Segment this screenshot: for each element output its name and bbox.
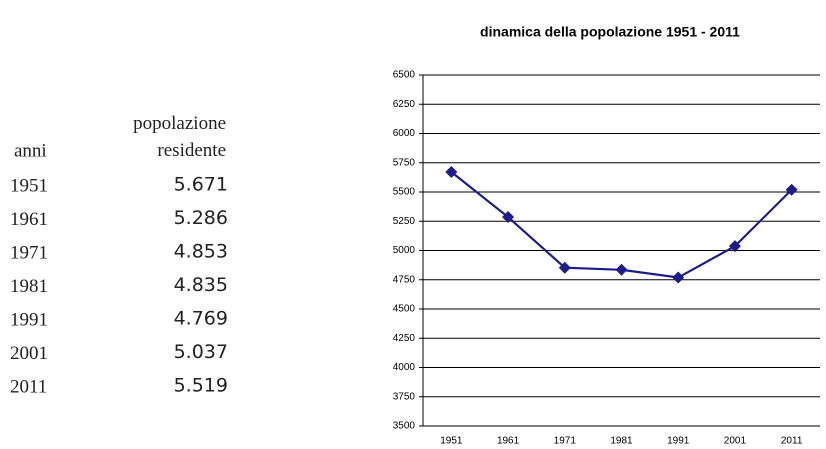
y-tick-label: 4000 [393, 362, 416, 373]
x-tick-label: 2001 [724, 436, 747, 447]
y-tick-label: 4250 [393, 333, 416, 344]
y-tick-label: 6500 [393, 70, 416, 81]
x-tick-label: 2011 [781, 436, 803, 447]
x-tick-label: 1971 [554, 436, 577, 447]
y-tick-label: 5250 [393, 216, 416, 227]
header-population: popolazione residente [133, 113, 226, 161]
year-cell: 1961 [10, 209, 48, 230]
year-cell: 2011 [10, 376, 47, 397]
chart-title: dinamica della popolazione 1951 - 2011 [480, 24, 740, 40]
y-tick-label: 3500 [393, 421, 416, 432]
year-cell: 1981 [10, 276, 48, 297]
marker [445, 165, 458, 178]
year-cell: 1991 [10, 309, 48, 330]
y-tick-label: 5750 [393, 157, 416, 168]
year-cell: 1971 [10, 242, 48, 263]
y-tick-label: 6000 [393, 128, 416, 139]
population-cell: 5.519 [174, 375, 228, 397]
population-cell: 5.671 [174, 174, 228, 196]
marker [615, 263, 628, 276]
marker [728, 240, 741, 253]
marker [558, 261, 571, 274]
marker [785, 183, 798, 196]
y-tick-label: 4500 [393, 304, 416, 315]
y-tick-label: 3750 [393, 391, 416, 402]
marker [672, 271, 685, 284]
marker [502, 211, 515, 224]
x-tick-label: 1951 [440, 436, 463, 447]
population-cell: 4.853 [174, 241, 228, 263]
year-cell: 2001 [10, 343, 48, 364]
population-cell: 4.769 [174, 308, 228, 330]
x-tick-label: 1981 [610, 436, 633, 447]
y-tick-label: 5000 [393, 245, 416, 256]
x-tick-label: 1991 [667, 436, 690, 447]
population-cell: 5.286 [174, 207, 228, 229]
population-cell: 4.835 [174, 274, 228, 296]
population-cell: 5.037 [174, 341, 228, 363]
year-cell: 1951 [10, 175, 48, 196]
y-tick-label: 5500 [393, 187, 416, 198]
y-tick-label: 4750 [393, 274, 416, 285]
x-tick-label: 1961 [497, 436, 520, 447]
line [450, 171, 793, 279]
y-tick-label: 6250 [393, 99, 416, 110]
header-year: anni [14, 140, 47, 161]
